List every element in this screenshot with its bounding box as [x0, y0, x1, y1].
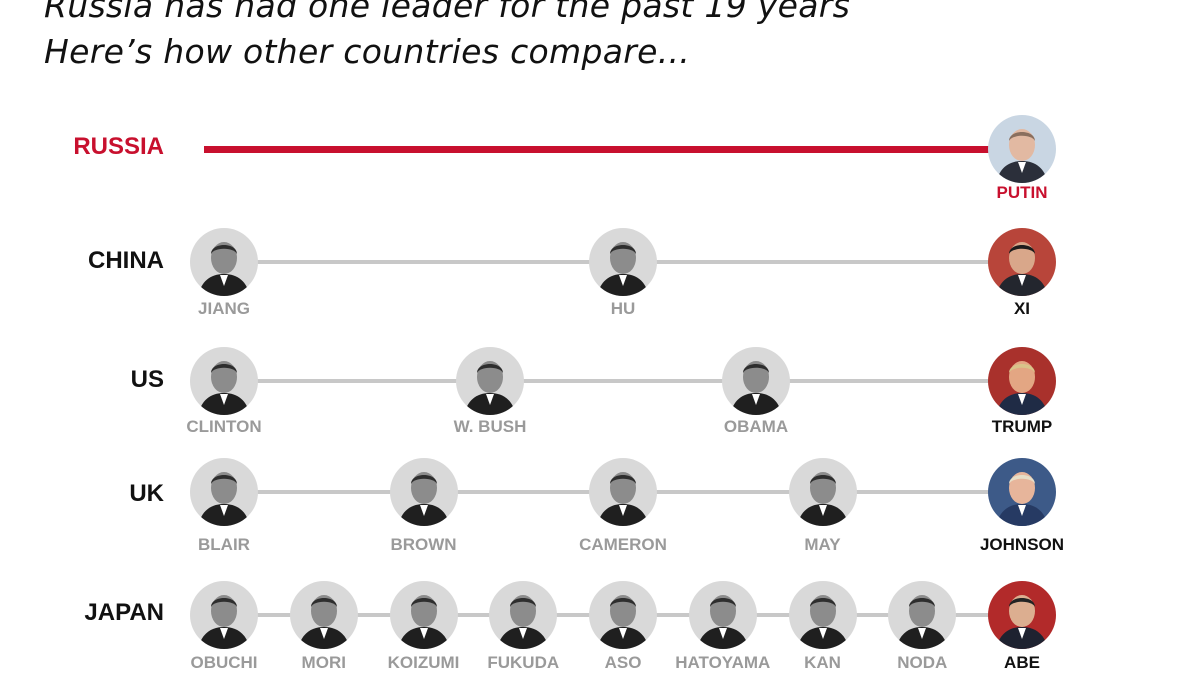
leader-name: TRUMP	[991, 417, 1053, 436]
portrait-photo-icon	[888, 581, 957, 649]
portrait-photo-icon	[190, 458, 258, 526]
row-label-japan: JAPAN	[84, 599, 164, 626]
chart-title: Russia has had one leader for the past 1…	[44, 0, 851, 25]
leader-name: W. BUSH	[453, 417, 527, 436]
leader-name: KOIZUMI	[387, 653, 460, 672]
portrait-photo-icon	[190, 347, 258, 415]
portrait-photo-icon	[688, 581, 757, 649]
timeline-line-us	[204, 379, 990, 383]
leader-name: NODA	[897, 653, 948, 672]
portrait-photo-icon	[788, 458, 857, 526]
leader-name: JIANG	[198, 299, 250, 318]
portrait-photo-icon	[589, 581, 657, 649]
leader-name: ASO	[604, 653, 642, 672]
portrait-photo-icon	[190, 228, 258, 296]
leader-name: MORI	[301, 653, 346, 672]
leader-name: ABE	[1004, 653, 1040, 672]
portrait-photo-icon	[988, 347, 1056, 415]
portrait-photo-icon	[988, 115, 1056, 183]
row-label-uk: UK	[129, 480, 164, 507]
row-label-russia: RUSSIA	[73, 133, 164, 160]
timeline-line-russia	[204, 145, 990, 153]
portrait-photo-icon	[988, 581, 1056, 649]
leader-name: CAMERON	[579, 535, 667, 554]
portrait-photo-icon	[389, 581, 458, 649]
portrait-photo-icon	[988, 458, 1056, 526]
portrait-photo-icon	[389, 458, 458, 526]
portrait-photo-icon	[788, 581, 857, 649]
portrait-photo-icon	[289, 581, 358, 649]
chart-subtitle: Here’s how other countries compare...	[44, 32, 691, 71]
portrait-photo-icon	[988, 228, 1056, 296]
portrait-photo-icon	[722, 347, 790, 415]
leader-name: XI	[1013, 299, 1031, 318]
leader-name: HU	[610, 299, 636, 318]
leader-name: BLAIR	[198, 535, 250, 554]
row-label-us: US	[130, 366, 164, 393]
row-label-china: CHINA	[88, 247, 164, 274]
leader-name: OBAMA	[723, 417, 789, 436]
portrait-photo-icon	[589, 228, 657, 296]
leader-name: BROWN	[390, 535, 457, 554]
leader-name: HATOYAMA	[675, 653, 771, 672]
leader-name: FUKUDA	[487, 653, 560, 672]
leader-name: MAY	[804, 535, 841, 554]
leader-name: OBUCHI	[190, 653, 258, 672]
leader-name: KAN	[804, 653, 841, 672]
leader-name: PUTIN	[996, 183, 1048, 202]
portrait-photo-icon	[589, 458, 657, 526]
leader-name: CLINTON	[186, 417, 262, 436]
portrait-photo-icon	[190, 581, 258, 649]
portrait-photo-icon	[489, 581, 558, 649]
portrait-photo-icon	[456, 347, 524, 415]
leader-name: JOHNSON	[979, 535, 1065, 554]
